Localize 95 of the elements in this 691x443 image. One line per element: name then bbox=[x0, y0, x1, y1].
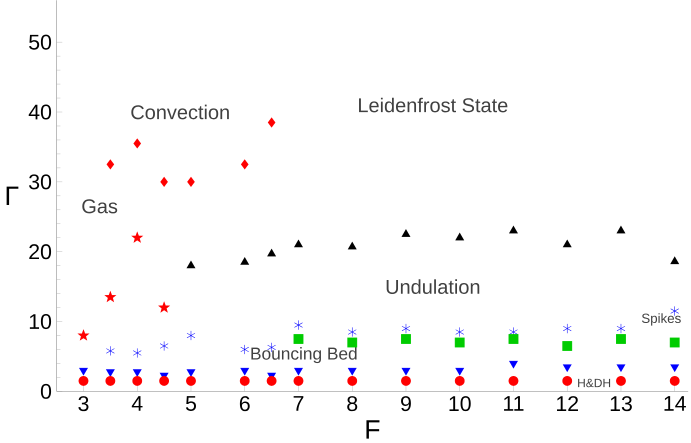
point bbox=[294, 240, 303, 248]
point bbox=[455, 232, 464, 240]
point bbox=[187, 176, 195, 187]
point bbox=[670, 364, 680, 372]
point bbox=[266, 376, 277, 386]
point bbox=[670, 338, 680, 348]
point bbox=[402, 324, 410, 334]
point bbox=[454, 376, 465, 386]
point bbox=[160, 176, 168, 187]
point bbox=[186, 369, 196, 377]
annotation: H&DH bbox=[578, 378, 610, 388]
point bbox=[616, 334, 626, 344]
point bbox=[294, 368, 303, 376]
point bbox=[616, 376, 626, 386]
point bbox=[401, 376, 411, 386]
point bbox=[240, 368, 250, 376]
point bbox=[348, 242, 357, 250]
point bbox=[132, 369, 142, 377]
x-tick-label: 5 bbox=[186, 396, 196, 411]
x-tick-label: 3 bbox=[78, 396, 88, 412]
y-tick-label: 50 bbox=[29, 34, 52, 50]
annotation: Leidenfrost State bbox=[359, 98, 508, 112]
point bbox=[670, 376, 680, 386]
point bbox=[616, 226, 626, 234]
point bbox=[562, 324, 572, 334]
point bbox=[104, 291, 116, 302]
point bbox=[616, 364, 626, 372]
y-tick-label: 40 bbox=[28, 104, 52, 120]
point bbox=[158, 302, 170, 312]
y-tick-label: 30 bbox=[29, 174, 52, 190]
point bbox=[160, 341, 168, 351]
point bbox=[78, 376, 88, 386]
x-axis-title: F bbox=[366, 420, 380, 439]
point bbox=[562, 364, 572, 372]
point bbox=[294, 320, 303, 330]
point bbox=[508, 376, 518, 386]
point bbox=[454, 338, 465, 348]
point bbox=[132, 348, 142, 358]
point bbox=[348, 368, 357, 376]
point bbox=[132, 376, 142, 386]
y-axis-title: Γ bbox=[6, 186, 18, 205]
point bbox=[562, 376, 572, 386]
y-tick-label: 0 bbox=[40, 384, 52, 399]
point bbox=[508, 334, 518, 344]
point bbox=[562, 240, 572, 248]
annotation: Spikes bbox=[642, 313, 681, 326]
point bbox=[402, 368, 410, 376]
annotation: Convection bbox=[131, 104, 229, 120]
point bbox=[509, 226, 518, 234]
point bbox=[106, 369, 115, 377]
x-tick-label: 8 bbox=[347, 396, 358, 412]
point bbox=[348, 327, 357, 337]
point bbox=[401, 334, 411, 344]
point bbox=[240, 257, 250, 265]
point bbox=[616, 324, 626, 334]
y-tick-label: 10 bbox=[30, 314, 52, 330]
x-tick-label: 7 bbox=[294, 396, 304, 411]
point bbox=[132, 232, 143, 243]
y-tick-label: 20 bbox=[29, 244, 52, 260]
point bbox=[186, 376, 196, 386]
x-tick-label: 13 bbox=[610, 396, 632, 412]
point bbox=[79, 368, 88, 376]
x-tick-label: 4 bbox=[132, 396, 143, 411]
point bbox=[294, 376, 304, 386]
point bbox=[240, 376, 250, 386]
x-tick-label: 9 bbox=[401, 396, 411, 412]
point bbox=[562, 341, 572, 351]
x-tick-label: 10 bbox=[450, 396, 471, 412]
x-tick-label: 11 bbox=[504, 396, 524, 411]
point bbox=[186, 260, 196, 268]
point bbox=[133, 138, 141, 148]
x-tick-label: 14 bbox=[664, 396, 686, 411]
point bbox=[240, 344, 250, 354]
point bbox=[267, 248, 276, 256]
point bbox=[347, 376, 358, 386]
x-tick-label: 6 bbox=[240, 396, 250, 412]
point bbox=[105, 376, 116, 386]
point bbox=[186, 330, 196, 340]
point bbox=[159, 376, 170, 386]
annotation: Undulation bbox=[386, 279, 480, 294]
point bbox=[455, 368, 464, 376]
annotation: Gas bbox=[82, 199, 118, 214]
point bbox=[402, 229, 410, 237]
point bbox=[294, 334, 304, 344]
point bbox=[670, 256, 680, 264]
point bbox=[78, 330, 90, 340]
annotation: Bouncing Bed bbox=[251, 346, 357, 364]
point bbox=[268, 118, 276, 128]
x-tick-label: 12 bbox=[557, 396, 578, 411]
point bbox=[509, 360, 518, 368]
point bbox=[347, 338, 358, 348]
point bbox=[106, 346, 115, 356]
point bbox=[455, 327, 464, 337]
point bbox=[106, 159, 114, 170]
point bbox=[240, 159, 248, 170]
